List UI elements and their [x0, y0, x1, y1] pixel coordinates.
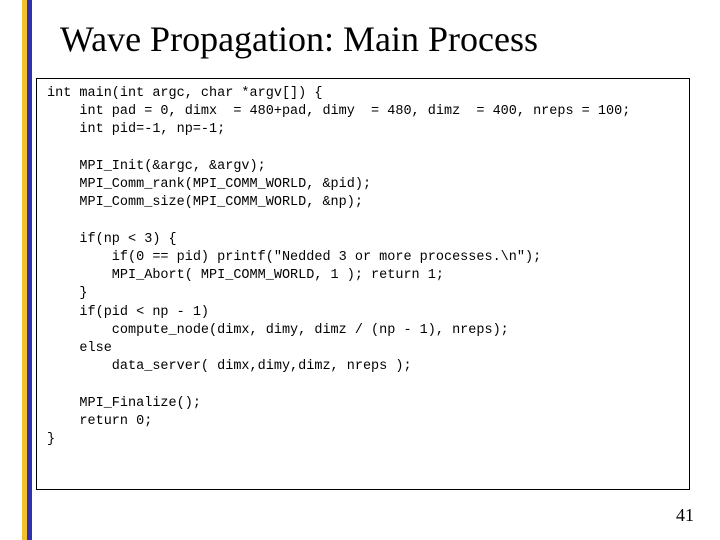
- code-line: int pad = 0, dimx = 480+pad, dimy = 480,…: [47, 104, 630, 119]
- code-line: if(pid < np - 1): [47, 305, 209, 320]
- code-line: MPI_Init(&argc, &argv);: [47, 159, 266, 174]
- code-line: else: [47, 341, 112, 356]
- slide-title: Wave Propagation: Main Process: [60, 18, 700, 60]
- code-line: MPI_Comm_size(MPI_COMM_WORLD, &np);: [47, 195, 363, 210]
- code-line: compute_node(dimx, dimy, dimz / (np - 1)…: [47, 323, 509, 338]
- code-line: MPI_Comm_rank(MPI_COMM_WORLD, &pid);: [47, 177, 371, 192]
- page-number: 41: [676, 505, 694, 526]
- code-line: if(np < 3) {: [47, 232, 177, 247]
- accent-bar-blue: [27, 0, 32, 540]
- code-line: int pid=-1, np=-1;: [47, 122, 225, 137]
- code-line: MPI_Abort( MPI_COMM_WORLD, 1 ); return 1…: [47, 268, 444, 283]
- code-line: int main(int argc, char *argv[]) {: [47, 86, 322, 101]
- code-line: MPI_Finalize();: [47, 396, 201, 411]
- accent-bar: [22, 0, 32, 540]
- code-block: int main(int argc, char *argv[]) { int p…: [36, 78, 690, 490]
- code-line: data_server( dimx,dimy,dimz, nreps );: [47, 359, 412, 374]
- code-line: }: [47, 432, 55, 447]
- code-line: return 0;: [47, 414, 152, 429]
- code-line: }: [47, 286, 88, 301]
- code-line: if(0 == pid) printf("Nedded 3 or more pr…: [47, 250, 541, 265]
